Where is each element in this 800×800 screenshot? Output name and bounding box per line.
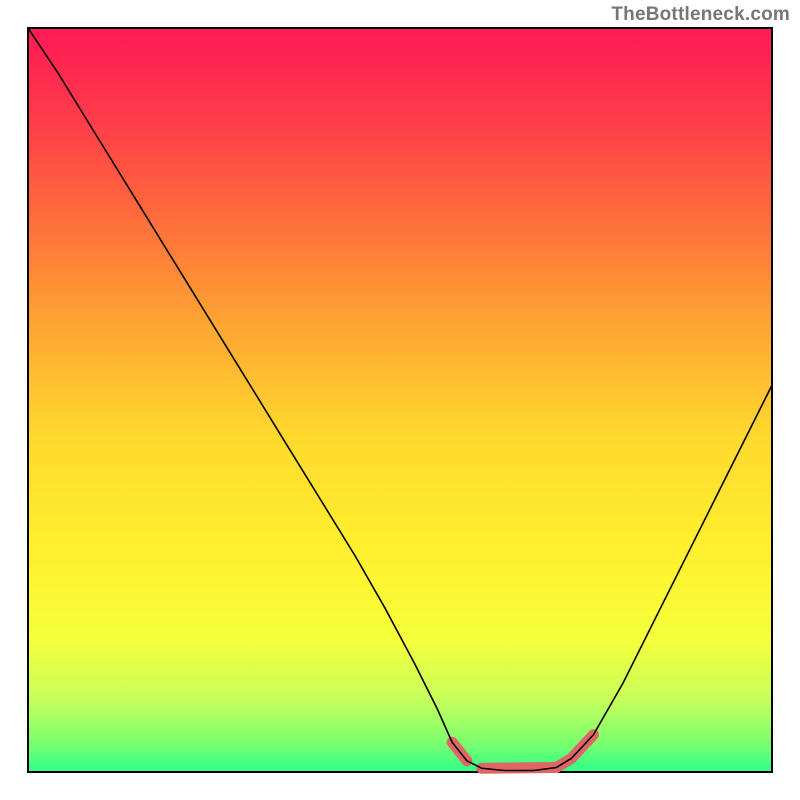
highlight-segment bbox=[482, 768, 556, 769]
plot-background bbox=[28, 28, 772, 772]
bottleneck-curve-chart bbox=[0, 0, 800, 800]
chart-container: TheBottleneck.com bbox=[0, 0, 800, 800]
